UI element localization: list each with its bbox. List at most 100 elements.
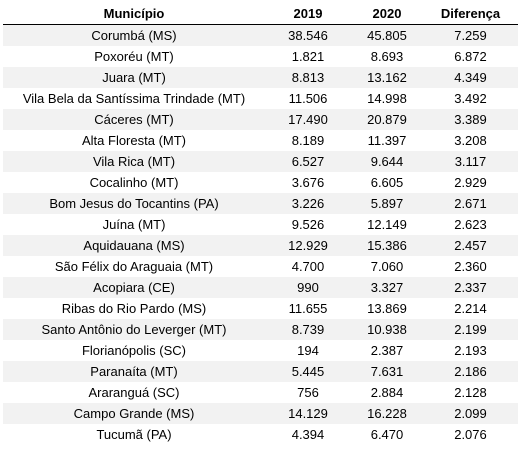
table-row: Tucumã (PA) 4.394 6.470 2.076: [3, 424, 518, 445]
table-row: Aquidauana (MS) 12.929 15.386 2.457: [3, 235, 518, 256]
table-row: Campo Grande (MS) 14.129 16.228 2.099: [3, 403, 518, 424]
diferenca-cell: 3.389: [423, 109, 518, 130]
municipio-cell: Alta Floresta (MT): [3, 130, 265, 151]
value-2019-cell: 12.929: [265, 235, 351, 256]
value-2020-cell: 3.327: [351, 277, 423, 298]
value-2020-cell: 16.228: [351, 403, 423, 424]
municipio-cell: Acopiara (CE): [3, 277, 265, 298]
value-2020-cell: 6.605: [351, 172, 423, 193]
municipio-cell: Campo Grande (MS): [3, 403, 265, 424]
table-row: Alta Floresta (MT) 8.189 11.397 3.208: [3, 130, 518, 151]
value-2019-cell: 38.546: [265, 24, 351, 46]
diferenca-cell: 3.117: [423, 151, 518, 172]
value-2019-cell: 6.527: [265, 151, 351, 172]
table-row: Juína (MT) 9.526 12.149 2.623: [3, 214, 518, 235]
table-row: Cocalinho (MT) 3.676 6.605 2.929: [3, 172, 518, 193]
diferenca-cell: 2.193: [423, 340, 518, 361]
table-row: Cáceres (MT) 17.490 20.879 3.389: [3, 109, 518, 130]
table-row: Poxoréu (MT) 1.821 8.693 6.872: [3, 46, 518, 67]
diferenca-cell: 2.076: [423, 424, 518, 445]
table-body: Corumbá (MS) 38.546 45.805 7.259 Poxoréu (MT…: [3, 24, 518, 445]
value-2019-cell: 8.189: [265, 130, 351, 151]
value-2020-cell: 9.644: [351, 151, 423, 172]
table-row: Florianópolis (SC) 194 2.387 2.193: [3, 340, 518, 361]
municipio-cell: Corumbá (MS): [3, 24, 265, 46]
value-2020-cell: 20.879: [351, 109, 423, 130]
value-2019-cell: 3.226: [265, 193, 351, 214]
diferenca-cell: 7.259: [423, 24, 518, 46]
column-header-2019: 2019: [265, 3, 351, 25]
value-2020-cell: 12.149: [351, 214, 423, 235]
diferenca-cell: 2.199: [423, 319, 518, 340]
municipio-cell: Aquidauana (MS): [3, 235, 265, 256]
municipio-cell: Cáceres (MT): [3, 109, 265, 130]
header-row: Município 2019 2020 Diferença: [3, 3, 518, 25]
municipio-cell: Bom Jesus do Tocantins (PA): [3, 193, 265, 214]
municipio-cell: Santo Antônio do Leverger (MT): [3, 319, 265, 340]
value-2019-cell: 1.821: [265, 46, 351, 67]
table-row: São Félix do Araguaia (MT) 4.700 7.060 2.36…: [3, 256, 518, 277]
value-2019-cell: 8.813: [265, 67, 351, 88]
table-row: Juara (MT) 8.813 13.162 4.349: [3, 67, 518, 88]
column-header-2020: 2020: [351, 3, 423, 25]
diferenca-cell: 2.929: [423, 172, 518, 193]
value-2020-cell: 10.938: [351, 319, 423, 340]
diferenca-cell: 2.671: [423, 193, 518, 214]
value-2020-cell: 13.869: [351, 298, 423, 319]
municipio-cell: Ribas do Rio Pardo (MS): [3, 298, 265, 319]
column-header-municipio: Município: [3, 3, 265, 25]
value-2020-cell: 7.631: [351, 361, 423, 382]
value-2020-cell: 2.387: [351, 340, 423, 361]
value-2019-cell: 9.526: [265, 214, 351, 235]
value-2020-cell: 45.805: [351, 24, 423, 46]
value-2019-cell: 11.506: [265, 88, 351, 109]
value-2020-cell: 5.897: [351, 193, 423, 214]
table-row: Santo Antônio do Leverger (MT) 8.739 10.93…: [3, 319, 518, 340]
column-header-diferenca: Diferença: [423, 3, 518, 25]
municipio-cell: Poxoréu (MT): [3, 46, 265, 67]
value-2020-cell: 13.162: [351, 67, 423, 88]
diferenca-cell: 6.872: [423, 46, 518, 67]
value-2019-cell: 4.394: [265, 424, 351, 445]
table-row: Acopiara (CE) 990 3.327 2.337: [3, 277, 518, 298]
value-2020-cell: 11.397: [351, 130, 423, 151]
municipio-cell: Paranaíta (MT): [3, 361, 265, 382]
value-2019-cell: 11.655: [265, 298, 351, 319]
value-2019-cell: 8.739: [265, 319, 351, 340]
value-2019-cell: 990: [265, 277, 351, 298]
diferenca-cell: 2.337: [423, 277, 518, 298]
value-2019-cell: 756: [265, 382, 351, 403]
table-row: Corumbá (MS) 38.546 45.805 7.259: [3, 24, 518, 46]
value-2020-cell: 6.470: [351, 424, 423, 445]
table-row: Bom Jesus do Tocantins (PA) 3.226 5.897 2.6…: [3, 193, 518, 214]
table-container: Município 2019 2020 Diferença Corumbá (M…: [3, 3, 518, 445]
value-2019-cell: 17.490: [265, 109, 351, 130]
value-2020-cell: 8.693: [351, 46, 423, 67]
diferenca-cell: 2.623: [423, 214, 518, 235]
municipio-cell: Vila Bela da Santíssima Trindade (MT): [3, 88, 265, 109]
value-2020-cell: 2.884: [351, 382, 423, 403]
value-2019-cell: 194: [265, 340, 351, 361]
municipio-cell: Florianópolis (SC): [3, 340, 265, 361]
municipio-cell: Cocalinho (MT): [3, 172, 265, 193]
table-row: Araranguá (SC) 756 2.884 2.128: [3, 382, 518, 403]
municipio-cell: Juína (MT): [3, 214, 265, 235]
diferenca-cell: 2.360: [423, 256, 518, 277]
diferenca-cell: 2.099: [423, 403, 518, 424]
diferenca-cell: 2.457: [423, 235, 518, 256]
municipio-cell: Vila Rica (MT): [3, 151, 265, 172]
diferenca-cell: 2.128: [423, 382, 518, 403]
diferenca-cell: 2.186: [423, 361, 518, 382]
municipio-cell: São Félix do Araguaia (MT): [3, 256, 265, 277]
table-row: Ribas do Rio Pardo (MS) 11.655 13.869 2.214: [3, 298, 518, 319]
diferenca-cell: 3.208: [423, 130, 518, 151]
value-2020-cell: 7.060: [351, 256, 423, 277]
value-2019-cell: 14.129: [265, 403, 351, 424]
municipio-cell: Tucumã (PA): [3, 424, 265, 445]
value-2019-cell: 4.700: [265, 256, 351, 277]
municipio-cell: Juara (MT): [3, 67, 265, 88]
table-row: Paranaíta (MT) 5.445 7.631 2.186: [3, 361, 518, 382]
diferenca-cell: 2.214: [423, 298, 518, 319]
value-2019-cell: 5.445: [265, 361, 351, 382]
table-row: Vila Rica (MT) 6.527 9.644 3.117: [3, 151, 518, 172]
